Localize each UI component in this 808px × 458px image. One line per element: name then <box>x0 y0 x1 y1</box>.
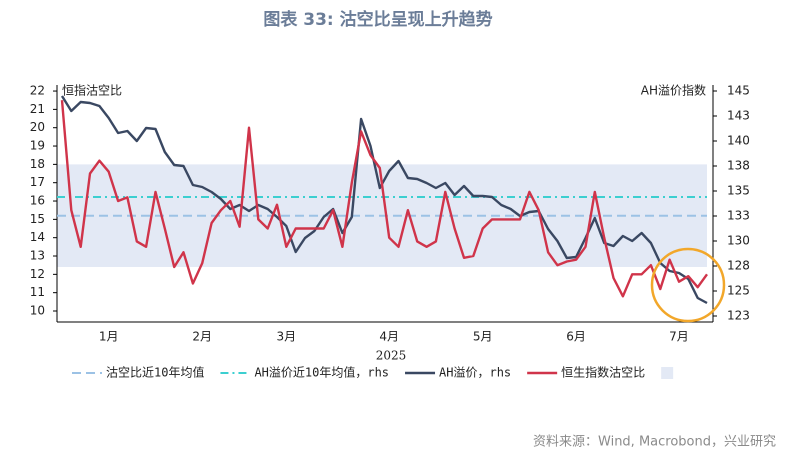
y-tick-label: 14 <box>30 230 45 244</box>
y-tick-label: 21 <box>30 102 45 116</box>
x-tick-label: 5月 <box>473 330 493 344</box>
series-line <box>60 100 708 298</box>
y2-tick-label: 123 <box>727 309 750 323</box>
x-tick-label: 2月 <box>192 330 212 344</box>
y-tick-label: 17 <box>30 175 45 189</box>
source: 资料来源：Wind, Macrobond，兴业研究 <box>533 435 776 450</box>
y2-tick-label: 130 <box>727 234 750 248</box>
y2-tick-label: 133 <box>727 209 750 223</box>
x-tick-label: 7月 <box>669 330 689 344</box>
y2-tick-label: 145 <box>727 84 750 98</box>
highlight-circle <box>650 247 726 323</box>
y2-tick-label: 125 <box>727 284 750 298</box>
legend-label: 沽空比近10年均值 <box>106 365 204 380</box>
legend-label: 恒生指数沽空比 <box>561 365 645 380</box>
y-tick-label: 20 <box>30 120 45 134</box>
x-tick-label: 4月 <box>379 330 399 344</box>
legend-label: AH溢价，rhs <box>439 366 511 380</box>
y2-tick-label: 138 <box>727 159 750 173</box>
y-axis-label: 恒指沽空比 <box>62 83 122 98</box>
y-tick-label: 22 <box>30 84 45 98</box>
y2-tick-label: 128 <box>727 259 750 273</box>
y-tick-label: 19 <box>30 139 45 153</box>
y2-tick-label: 140 <box>727 134 750 148</box>
y-tick-label: 12 <box>30 267 45 281</box>
y2-tick-label: 143 <box>727 109 750 123</box>
x-axis-label: 2025 <box>376 349 407 363</box>
y2-axis-label: AH溢价指数 <box>641 83 706 98</box>
legend-swatch <box>661 367 674 379</box>
chart-title: 图表 33: 沽空比呈现上升趋势 <box>263 9 492 30</box>
y-tick-label: 16 <box>30 194 45 208</box>
legend-label: AH溢价近10年均值，rhs <box>254 365 389 380</box>
x-tick-label: 1月 <box>99 330 119 344</box>
series-line <box>60 95 708 305</box>
y-tick-label: 18 <box>30 157 45 171</box>
y-tick-label: 13 <box>30 249 45 263</box>
y-tick-label: 15 <box>30 212 45 226</box>
y-tick-label: 11 <box>30 285 45 299</box>
x-tick-label: 3月 <box>277 330 297 344</box>
y-tick-label: 10 <box>30 304 45 318</box>
x-tick-label: 6月 <box>566 330 586 344</box>
y2-tick-label: 135 <box>727 184 750 198</box>
